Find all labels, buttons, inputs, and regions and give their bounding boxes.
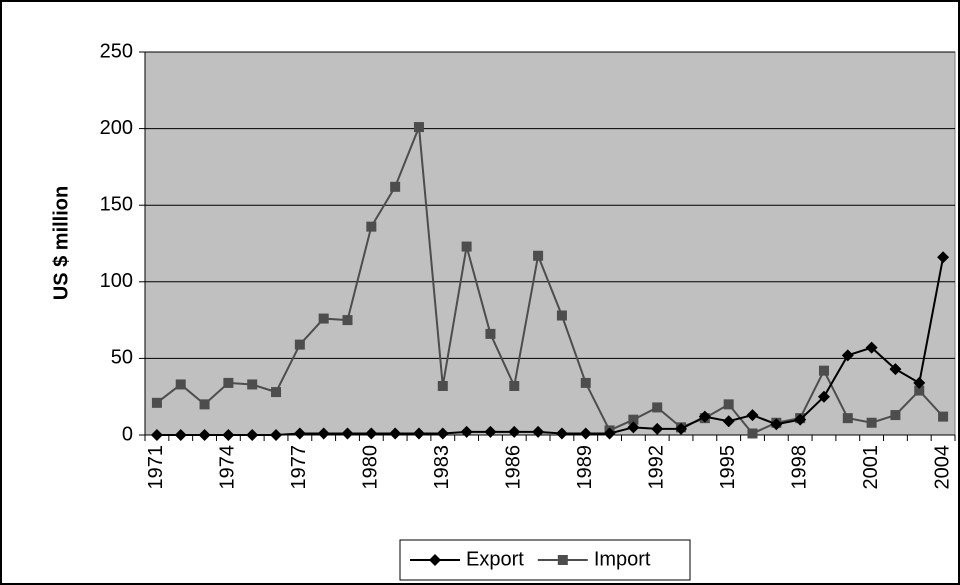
legend: Export Import — [399, 539, 691, 581]
x-tick-label: 1977 — [288, 445, 310, 490]
data-point — [723, 399, 734, 410]
data-point — [817, 390, 830, 403]
data-point — [794, 413, 807, 426]
data-point — [675, 422, 688, 435]
data-point — [247, 379, 258, 390]
data-point — [366, 221, 377, 232]
data-point — [913, 376, 926, 389]
x-tick-label: 1992 — [645, 445, 667, 490]
data-point — [914, 385, 925, 396]
data-point — [698, 410, 711, 423]
data-point — [389, 427, 402, 440]
x-tick-label: 1980 — [360, 445, 382, 490]
series-line — [156, 257, 945, 436]
data-point — [937, 251, 950, 264]
data-point — [293, 427, 306, 440]
data-point — [842, 413, 853, 424]
x-tick-label: 1983 — [431, 445, 453, 490]
data-point — [175, 379, 186, 390]
data-point — [271, 387, 282, 398]
data-point — [198, 429, 211, 441]
data-point — [628, 414, 639, 425]
data-point — [390, 181, 401, 192]
y-axis-label: US $ million — [50, 186, 72, 300]
y-tick-label: 50 — [111, 347, 133, 369]
data-point — [199, 399, 210, 410]
y-tick-label: 200 — [100, 117, 133, 139]
data-point — [222, 429, 235, 441]
data-point — [318, 313, 329, 324]
data-point — [866, 417, 877, 428]
x-tick-label: 1995 — [717, 445, 739, 490]
series-line — [156, 126, 944, 435]
data-point — [841, 349, 854, 362]
data-point — [342, 315, 353, 326]
data-point — [556, 310, 567, 321]
data-point — [151, 397, 162, 408]
data-point — [341, 427, 354, 440]
x-tick-label: 1998 — [788, 445, 810, 490]
data-point — [294, 339, 305, 350]
data-point — [579, 427, 592, 440]
data-point — [270, 429, 283, 441]
data-point — [413, 122, 424, 133]
data-point — [508, 425, 521, 438]
x-tick-label: 2004 — [931, 445, 953, 490]
x-tick-label: 1989 — [574, 445, 596, 490]
x-tick-label: 1971 — [145, 445, 167, 490]
legend-label: Import — [594, 548, 651, 570]
data-point — [533, 250, 544, 261]
data-point — [603, 427, 616, 440]
legend-marker — [557, 555, 568, 565]
y-tick-label: 250 — [100, 40, 133, 62]
data-point — [484, 425, 497, 438]
data-point — [555, 427, 568, 440]
data-point — [818, 365, 829, 376]
data-point — [365, 427, 378, 440]
y-tick-label: 0 — [122, 423, 133, 445]
legend-marker — [429, 554, 441, 566]
data-point — [532, 425, 545, 438]
x-tick-label: 1974 — [217, 445, 239, 490]
data-point — [652, 402, 663, 413]
x-tick-label: 2001 — [860, 445, 882, 490]
data-point — [317, 427, 330, 440]
data-point — [174, 429, 187, 441]
data-point — [412, 427, 425, 440]
data-point — [889, 363, 902, 376]
data-point — [722, 415, 735, 428]
data-point — [746, 409, 759, 422]
data-point — [461, 241, 472, 252]
data-point — [938, 411, 949, 422]
data-point — [747, 428, 758, 439]
y-tick-label: 150 — [100, 193, 133, 215]
data-point — [150, 429, 163, 441]
y-tick-label: 100 — [100, 270, 133, 292]
data-point — [246, 429, 259, 441]
data-point — [627, 421, 640, 434]
x-tick-label: 1986 — [503, 445, 525, 490]
data-point — [485, 328, 496, 339]
plot-area — [144, 51, 956, 436]
data-point — [865, 341, 878, 354]
data-point — [770, 418, 783, 431]
data-point — [651, 422, 664, 435]
data-point — [460, 425, 473, 438]
data-point — [223, 377, 234, 388]
legend-label: Export — [466, 548, 524, 570]
data-point — [509, 380, 520, 391]
data-point — [580, 377, 591, 388]
data-point — [890, 410, 901, 421]
data-point — [437, 380, 448, 391]
data-point — [436, 427, 449, 440]
